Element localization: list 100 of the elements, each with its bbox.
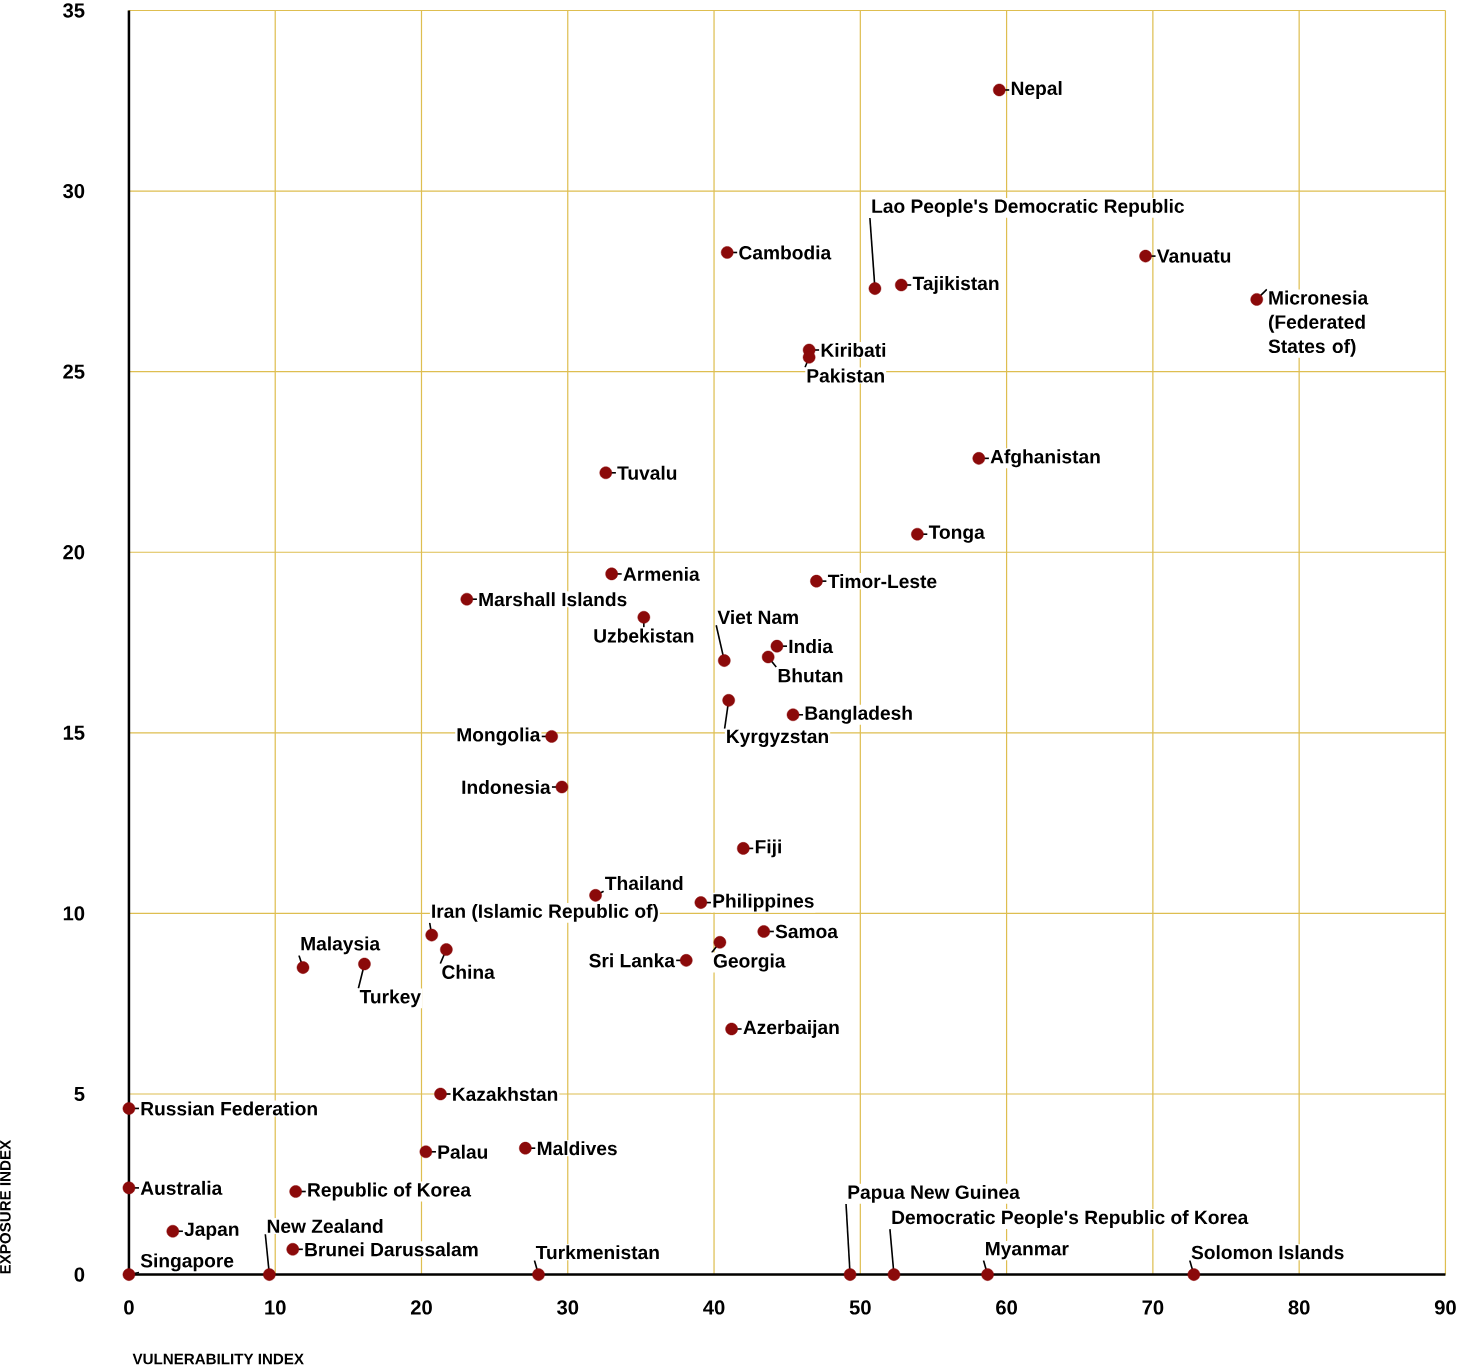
- point: [737, 842, 750, 855]
- point: [1187, 1268, 1201, 1281]
- annotation: Fiji: [755, 839, 781, 858]
- annotation: Bangladesh: [805, 705, 912, 724]
- x-tick-label: 30: [557, 1300, 579, 1315]
- point: [605, 567, 618, 581]
- annotation: Russian Federation: [141, 1101, 317, 1116]
- x-tick-label: 0: [124, 1300, 134, 1315]
- point: [1139, 249, 1152, 263]
- annotation: Marshall Islands: [479, 592, 627, 607]
- annotation: Nepal: [1011, 81, 1062, 100]
- point: [532, 1268, 545, 1281]
- point: [419, 1145, 433, 1159]
- point: [972, 452, 986, 465]
- annotation: Armenia: [623, 567, 700, 582]
- annotation: Philippines: [713, 893, 814, 912]
- annotation: Timor-Leste: [827, 574, 937, 589]
- point: [757, 925, 771, 938]
- x-tick-label: 20: [410, 1300, 432, 1315]
- point: [460, 593, 474, 606]
- annotation: Solomon Islands: [1191, 1245, 1344, 1260]
- point: [887, 1268, 901, 1281]
- annotation: Brunei Darussalam: [305, 1242, 478, 1257]
- annotation: Maldives: [537, 1141, 617, 1156]
- x-tick-label: 80: [1288, 1300, 1310, 1315]
- annotation: Georgia: [713, 953, 786, 972]
- y-tick-label: 10: [63, 906, 85, 921]
- x-tick-label: 40: [703, 1300, 725, 1315]
- y-tick-label: 35: [63, 3, 85, 18]
- point: [993, 83, 1006, 97]
- annotation: Thailand: [605, 876, 683, 891]
- point: [296, 961, 310, 974]
- point: [725, 1022, 738, 1036]
- point: [713, 936, 727, 949]
- annotation: Uzbekistan: [594, 628, 694, 643]
- point: [810, 575, 823, 588]
- point: [911, 528, 924, 541]
- point: [289, 1185, 302, 1198]
- point: [802, 351, 816, 364]
- y-tick-label: 5: [74, 1087, 85, 1102]
- point: [263, 1268, 276, 1281]
- annotation: Lao People's Democratic Republic: [872, 199, 1185, 217]
- y-axis-title: EXPOSURE INDEX: [0, 1140, 11, 1274]
- point: [981, 1268, 994, 1281]
- point: [694, 896, 708, 909]
- annotation: Indonesia: [462, 780, 551, 795]
- point: [599, 466, 613, 480]
- annotation: Afghanistan: [990, 449, 1100, 468]
- point: [722, 694, 735, 707]
- annotation: Republic of Korea: [308, 1182, 472, 1201]
- annotation: Samoa: [775, 924, 839, 939]
- y-tick-label: 0: [74, 1267, 85, 1282]
- point: [718, 654, 731, 667]
- point: [868, 282, 882, 295]
- annotation: China: [442, 964, 495, 980]
- y-tick-label: 30: [63, 184, 85, 199]
- x-tick-label: 50: [849, 1300, 871, 1315]
- annotation: Iran (Islamic Republic of): [432, 904, 658, 922]
- point: [358, 957, 371, 971]
- annotation: Turkmenistan: [535, 1245, 659, 1260]
- annotation: Turkey: [359, 989, 421, 1008]
- x-tick-label: 60: [996, 1300, 1017, 1315]
- point: [166, 1225, 180, 1238]
- point: [122, 1102, 136, 1115]
- point: [425, 928, 438, 942]
- point: [770, 640, 784, 653]
- annotation: Vanuatu: [1156, 249, 1231, 263]
- annotation: Australia: [140, 1180, 223, 1196]
- annotation: Malaysia: [301, 936, 381, 955]
- annotation: Democratic People's Republic of Korea: [892, 1210, 1249, 1229]
- annotation: Mongolia: [457, 727, 541, 746]
- x-axis-title: VULNERABILITY INDEX: [132, 1353, 304, 1365]
- annotation: Kyrgyzstan: [727, 729, 828, 748]
- y-tick-label: 15: [63, 725, 85, 740]
- annotation: Azerbaijan: [743, 1020, 839, 1039]
- y-tick-label: 20: [63, 545, 85, 560]
- annotation: Palau: [438, 1144, 488, 1159]
- x-tick-label: 90: [1434, 1300, 1456, 1315]
- annotation: Kiribati: [821, 343, 886, 358]
- annotation: Sri Lanka: [589, 953, 676, 968]
- annotation: Pakistan: [807, 368, 884, 383]
- annotation: Singapore: [140, 1253, 234, 1272]
- annotation: Kazakhstan: [453, 1087, 558, 1102]
- annotation: Myanmar: [986, 1242, 1069, 1260]
- point: [122, 1181, 136, 1195]
- annotation: Cambodia: [739, 245, 832, 260]
- x-tick-label: 10: [265, 1300, 286, 1315]
- annotation: Tonga: [928, 525, 985, 543]
- annotation: New Zealand: [267, 1219, 383, 1234]
- point: [519, 1142, 532, 1155]
- point: [122, 1268, 136, 1281]
- annotation: Viet Nam: [717, 610, 798, 625]
- annotation: India: [789, 639, 834, 654]
- point: [545, 730, 558, 743]
- annotation: Japan: [184, 1222, 239, 1240]
- point: [720, 246, 734, 259]
- annotation: Tuvalu: [617, 465, 677, 480]
- point: [286, 1243, 300, 1256]
- x-tick-label: 70: [1142, 1300, 1164, 1315]
- point: [555, 780, 569, 794]
